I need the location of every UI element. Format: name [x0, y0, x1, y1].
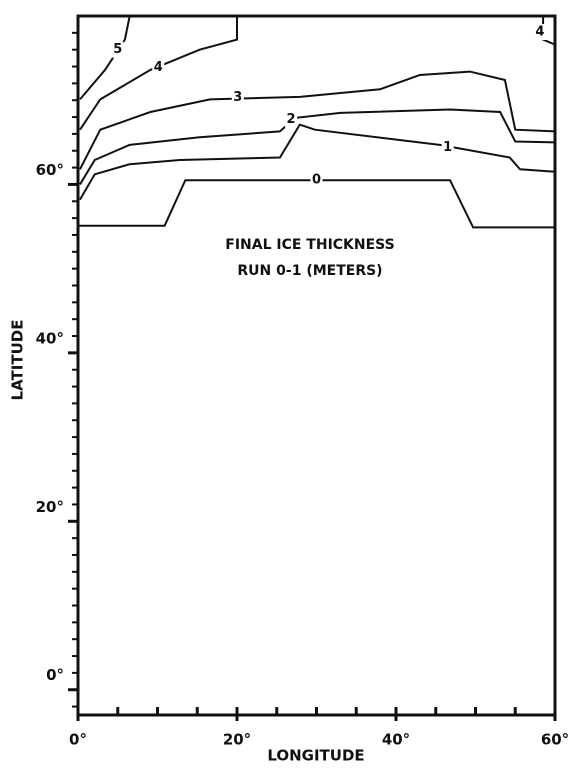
x-tick-label: 0°	[69, 731, 87, 749]
chart-subtitle: RUN 0-1 (METERS)	[237, 263, 382, 279]
contour-label-bg	[285, 111, 298, 128]
contour-label-bg	[152, 59, 165, 76]
x-axis-label: LONGITUDE	[267, 747, 364, 765]
contour-label-bg	[231, 89, 244, 106]
y-tick-label: 60°	[36, 161, 64, 179]
y-tick-label: 0°	[46, 666, 64, 684]
contour-label: 4	[535, 25, 544, 40]
contour-label: 3	[233, 90, 242, 105]
contour-label: 5	[113, 42, 122, 57]
contour-line	[79, 123, 556, 201]
contour-label: 0	[312, 173, 321, 188]
x-tick-label: 20°	[223, 731, 251, 749]
y-axis-label: LATITUDE	[9, 320, 27, 401]
x-tick-label: 60°	[541, 731, 569, 749]
plot-frame	[76, 14, 557, 717]
y-tick-label: 20°	[36, 498, 64, 516]
contour-label-bg	[441, 139, 454, 156]
contour-label-bg	[111, 41, 124, 58]
y-tick-label: 40°	[36, 329, 64, 347]
contour-label: 2	[287, 112, 296, 127]
contour-line	[79, 70, 556, 170]
x-tick-label: 40°	[382, 731, 410, 749]
contour-label-bg	[310, 172, 323, 189]
contour-label-bg	[533, 24, 546, 41]
contour-label: 4	[154, 60, 163, 75]
chart-title: FINAL ICE THICKNESS	[225, 237, 394, 253]
contour-label: 1	[443, 140, 452, 155]
contour-line	[79, 16, 238, 131]
